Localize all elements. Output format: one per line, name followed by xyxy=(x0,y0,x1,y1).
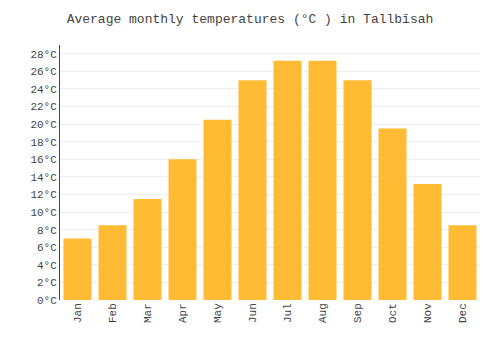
svg-text:28°C: 28°C xyxy=(30,49,57,61)
svg-text:Feb: Feb xyxy=(107,303,119,323)
svg-text:22°C: 22°C xyxy=(30,101,57,113)
svg-text:Nov: Nov xyxy=(422,303,434,323)
svg-text:Aug: Aug xyxy=(317,303,329,323)
svg-text:Jun: Jun xyxy=(247,303,259,323)
svg-text:Jul: Jul xyxy=(282,303,294,323)
svg-text:6°C: 6°C xyxy=(37,242,57,254)
svg-text:Average monthly temperatures (: Average monthly temperatures (°C ) in Ta… xyxy=(67,12,434,27)
svg-text:Jan: Jan xyxy=(72,303,84,323)
svg-text:Dec: Dec xyxy=(457,303,469,323)
svg-text:4°C: 4°C xyxy=(37,260,57,272)
svg-text:Apr: Apr xyxy=(177,303,189,323)
svg-text:20°C: 20°C xyxy=(30,119,57,131)
svg-text:16°C: 16°C xyxy=(30,154,57,166)
svg-text:14°C: 14°C xyxy=(30,172,57,184)
svg-text:0°C: 0°C xyxy=(37,295,57,307)
svg-text:10°C: 10°C xyxy=(30,207,57,219)
svg-text:May: May xyxy=(212,303,224,323)
svg-text:2°C: 2°C xyxy=(37,277,57,289)
svg-text:8°C: 8°C xyxy=(37,225,57,237)
svg-text:12°C: 12°C xyxy=(30,189,57,201)
svg-text:24°C: 24°C xyxy=(30,84,57,96)
svg-text:Sep: Sep xyxy=(352,303,364,323)
svg-text:Oct: Oct xyxy=(387,303,399,323)
svg-text:Mar: Mar xyxy=(142,303,154,323)
svg-text:26°C: 26°C xyxy=(30,66,57,78)
svg-text:18°C: 18°C xyxy=(30,137,57,149)
